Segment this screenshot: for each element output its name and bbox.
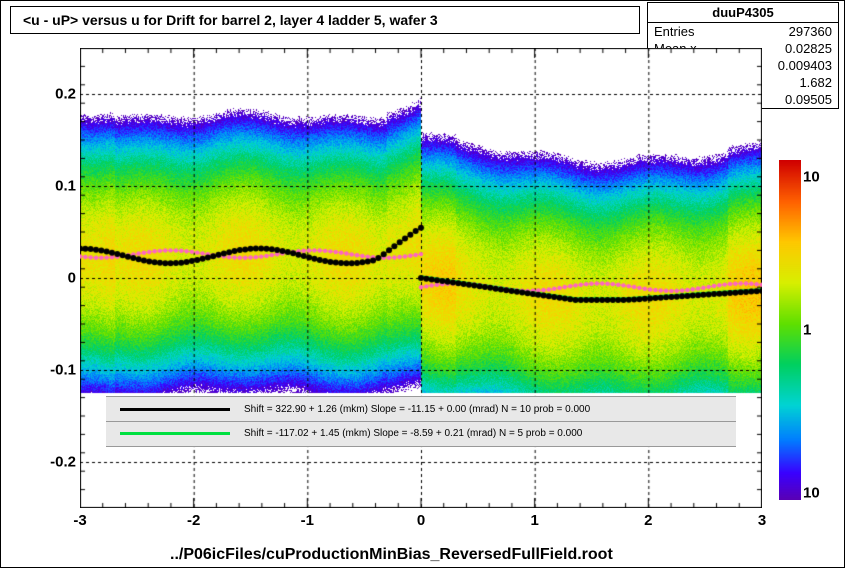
y-tick-label: 0.1	[30, 178, 76, 195]
colorbar-tick: 10	[803, 169, 820, 186]
legend-line-swatch	[120, 408, 230, 411]
colorbar-tick: 1	[803, 322, 811, 339]
legend-line-swatch	[120, 432, 230, 435]
plot-title-text: <u - uP> versus u for Drift for barrel 2…	[23, 12, 438, 28]
x-tick-label: -2	[187, 512, 200, 529]
y-tick-label: -0.1	[30, 362, 76, 379]
x-tick-label: 0	[417, 512, 425, 529]
colorbar-tick: 10	[803, 485, 820, 502]
stats-row: Entries297360	[648, 23, 838, 40]
y-tick-label: 0	[30, 270, 76, 287]
colorbar-labels: 10 1 10	[803, 160, 837, 500]
legend-entry: Shift = 322.90 + 1.26 (mkm) Slope = -11.…	[106, 396, 736, 423]
x-tick-label: 1	[530, 512, 538, 529]
x-tick-label: -1	[301, 512, 314, 529]
y-tick-label: 0.2	[30, 86, 76, 103]
y-axis: -0.2 -0.1 0 0.1 0.2	[30, 48, 76, 508]
x-tick-label: -3	[73, 512, 86, 529]
legend-text: Shift = -117.02 + 1.45 (mkm) Slope = -8.…	[244, 428, 582, 439]
colorbar	[779, 160, 801, 500]
x-tick-label: 2	[644, 512, 652, 529]
legend-entry: Shift = -117.02 + 1.45 (mkm) Slope = -8.…	[106, 421, 736, 448]
plot-title: <u - uP> versus u for Drift for barrel 2…	[10, 6, 640, 34]
footer-path: ../P06icFiles/cuProductionMinBias_Revers…	[170, 546, 613, 564]
y-tick-label: -0.2	[30, 454, 76, 471]
legend-text: Shift = 322.90 + 1.26 (mkm) Slope = -11.…	[244, 404, 590, 415]
x-tick-label: 3	[758, 512, 766, 529]
stats-name: duuP4305	[648, 3, 838, 23]
